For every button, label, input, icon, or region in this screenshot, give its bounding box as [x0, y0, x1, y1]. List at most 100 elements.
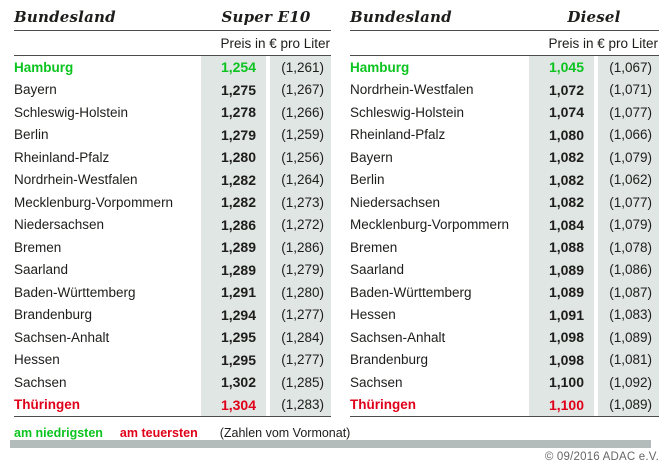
state-label: Schleswig-Holstein [350, 104, 465, 120]
current-price: 1,088 [529, 236, 594, 259]
current-price: 1,302 [201, 371, 266, 394]
current-price: 1,082 [529, 146, 594, 169]
previous-month-price: (1,267) [270, 78, 331, 101]
price-unit-label: Preis in € pro Liter [548, 35, 658, 51]
table-row: Schleswig-Holstein 1,074 (1,077) [350, 101, 659, 124]
price-unit-label: Preis in € pro Liter [220, 35, 330, 51]
previous-month-price: (1,079) [598, 213, 659, 236]
previous-month-price: (1,087) [598, 281, 659, 304]
table-row: Rheinland-Pfalz 1,280 (1,256) [14, 146, 331, 169]
state-label: Rheinland-Pfalz [14, 149, 110, 165]
table-row: Sachsen-Anhalt 1,098 (1,089) [350, 326, 659, 349]
previous-month-price: (1,259) [270, 123, 331, 146]
table-row: Thüringen 1,100 (1,089) [350, 393, 659, 416]
table-row: Bremen 1,289 (1,286) [14, 236, 331, 259]
state-label: Brandenburg [350, 352, 429, 368]
current-price: 1,100 [529, 371, 594, 394]
previous-month-price: (1,273) [270, 191, 331, 214]
state-label: Berlin [14, 127, 49, 143]
table-row: Niedersachsen 1,286 (1,272) [14, 213, 331, 236]
current-price: 1,289 [201, 258, 266, 281]
table-row: Saarland 1,289 (1,279) [14, 258, 331, 281]
current-price: 1,089 [529, 258, 594, 281]
previous-month-price: (1,286) [270, 236, 331, 259]
previous-month-price: (1,285) [270, 371, 331, 394]
previous-month-price: (1,280) [270, 281, 331, 304]
previous-month-price: (1,277) [270, 303, 331, 326]
previous-month-price: (1,283) [270, 393, 331, 416]
current-price: 1,282 [201, 191, 266, 214]
current-price: 1,074 [529, 101, 594, 124]
current-price: 1,091 [529, 303, 594, 326]
current-price: 1,089 [529, 281, 594, 304]
state-label: Niedersachsen [14, 217, 105, 233]
previous-month-price: (1,079) [598, 146, 659, 169]
current-price: 1,295 [201, 348, 266, 371]
table-row: Bremen 1,088 (1,078) [350, 236, 659, 259]
state-label: Sachsen-Anhalt [350, 329, 446, 345]
table-row: Brandenburg 1,098 (1,081) [350, 348, 659, 371]
legend: am niedrigsten am teuersten (Zahlen vom … [14, 426, 350, 440]
state-label: Hessen [14, 352, 60, 368]
state-label: Bremen [14, 239, 62, 255]
state-label: Bremen [350, 239, 398, 255]
current-price: 1,098 [529, 348, 594, 371]
current-price: 1,072 [529, 78, 594, 101]
state-label: Sachsen [350, 374, 403, 390]
table-header: Bundesland Diesel [350, 6, 659, 31]
state-label: Thüringen [350, 397, 416, 413]
current-price: 1,045 [529, 56, 594, 79]
previous-month-price: (1,086) [598, 258, 659, 281]
legend-highest-label: am teuersten [119, 426, 198, 440]
state-label: Nordrhein-Westfalen [14, 172, 138, 188]
column-header-bundesland: Bundesland [350, 8, 452, 26]
previous-month-price: (1,066) [598, 123, 659, 146]
table-row: Berlin 1,082 (1,062) [350, 168, 659, 191]
table-row: Mecklenburg-Vorpommern 1,084 (1,079) [350, 213, 659, 236]
state-label: Saarland [350, 262, 405, 278]
current-price: 1,291 [201, 281, 266, 304]
column-header-fuel-super-e10: Super E10 [221, 8, 311, 26]
column-header-bundesland: Bundesland [14, 8, 116, 26]
table-row: Nordrhein-Westfalen 1,072 (1,071) [350, 78, 659, 101]
state-label: Brandenburg [14, 307, 93, 323]
legend-lowest-label: am niedrigsten [14, 426, 103, 440]
subheader-price-unit: Preis in € pro Liter [350, 31, 659, 56]
previous-month-price: (1,279) [270, 258, 331, 281]
previous-month-price: (1,071) [598, 78, 659, 101]
state-label: Schleswig-Holstein [14, 104, 129, 120]
current-price: 1,295 [201, 326, 266, 349]
table-row: Schleswig-Holstein 1,278 (1,266) [14, 101, 331, 124]
table-super-e10: Bundesland Super E10 Preis in € pro Lite… [14, 6, 331, 417]
current-price: 1,080 [529, 123, 594, 146]
state-label: Rheinland-Pfalz [350, 127, 446, 143]
column-header-fuel-diesel: Diesel [567, 8, 621, 26]
current-price: 1,278 [201, 101, 266, 124]
current-price: 1,100 [529, 393, 594, 416]
state-label: Sachsen [14, 374, 67, 390]
table-row: Hamburg 1,045 (1,067) [350, 56, 659, 79]
state-label: Thüringen [14, 397, 80, 413]
table-row: Bayern 1,275 (1,267) [14, 78, 331, 101]
table-row: Mecklenburg-Vorpommern 1,282 (1,273) [14, 191, 331, 214]
table-row: Sachsen 1,100 (1,092) [350, 371, 659, 394]
previous-month-price: (1,277) [270, 348, 331, 371]
table-row: Sachsen-Anhalt 1,295 (1,284) [14, 326, 331, 349]
divider-bar [10, 440, 651, 448]
copyright-text: © 09/2016 ADAC e.V. [544, 451, 659, 463]
table-row: Sachsen 1,302 (1,285) [14, 371, 331, 394]
current-price: 1,304 [201, 393, 266, 416]
table-row: Thüringen 1,304 (1,283) [14, 393, 331, 416]
state-label: Mecklenburg-Vorpommern [350, 217, 510, 233]
current-price: 1,082 [529, 168, 594, 191]
current-price: 1,098 [529, 326, 594, 349]
previous-month-price: (1,089) [598, 326, 659, 349]
table-diesel: Bundesland Diesel Preis in € pro Liter H… [350, 6, 659, 417]
previous-month-price: (1,272) [270, 213, 331, 236]
legend-note: (Zahlen vom Vormonat) [219, 426, 351, 440]
previous-month-price: (1,077) [598, 101, 659, 124]
state-label: Nordrhein-Westfalen [350, 82, 474, 98]
state-label: Hamburg [350, 59, 410, 75]
state-label: Berlin [350, 172, 385, 188]
previous-month-price: (1,092) [598, 371, 659, 394]
